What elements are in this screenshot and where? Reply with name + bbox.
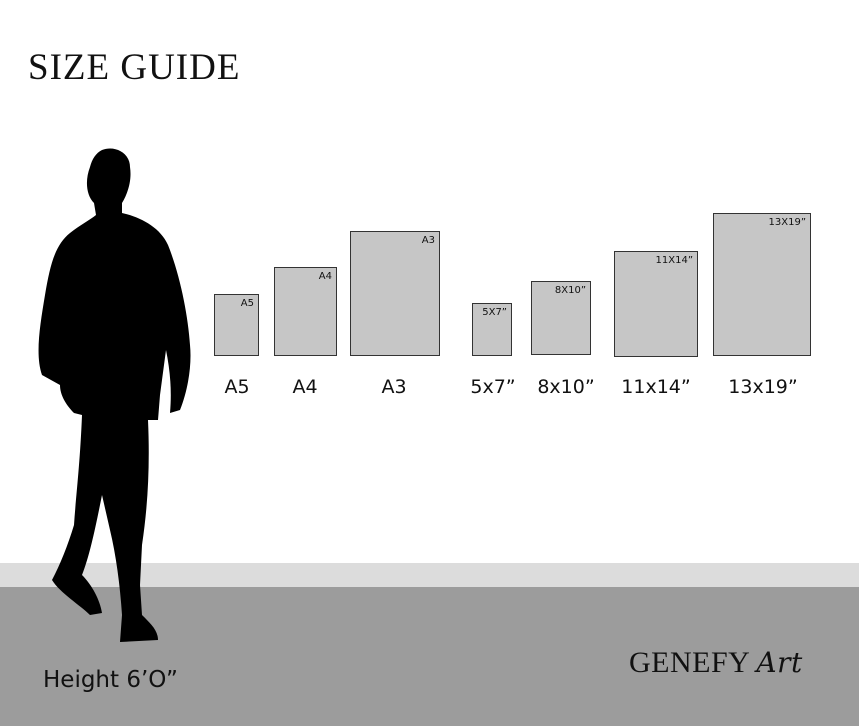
frame-tag: A5 (240, 298, 254, 309)
brand-name: GENEFY (629, 646, 751, 679)
frame-a3: A3 (350, 231, 440, 356)
size-label-a4: A4 (292, 376, 318, 398)
floor-band (0, 563, 859, 587)
brand-script: Art (756, 646, 803, 679)
frame-13x19: 13X19” (713, 213, 811, 356)
man-silhouette-icon (38, 148, 191, 642)
frame-tag: 5X7” (482, 307, 507, 318)
size-label-a5: A5 (224, 376, 250, 398)
frame-tag: A4 (318, 271, 332, 282)
brand-logo: GENEFY Art (629, 646, 803, 680)
size-label-13x19: 13x19” (728, 376, 798, 398)
size-label-a3: A3 (381, 376, 407, 398)
frame-tag: 8X10” (554, 285, 586, 296)
height-label: Height 6’O” (43, 667, 178, 693)
frame-5x7: 5X7” (472, 303, 512, 356)
frame-tag: A3 (421, 235, 435, 246)
frame-11x14: 11X14” (614, 251, 698, 357)
frame-a5: A5 (214, 294, 259, 356)
frame-8x10: 8X10” (531, 281, 591, 355)
page-title: SIZE GUIDE (28, 47, 241, 88)
size-label-5x7: 5x7” (470, 376, 516, 398)
frame-tag: 11X14” (655, 255, 693, 266)
frame-a4: A4 (274, 267, 337, 356)
size-label-11x14: 11x14” (621, 376, 691, 398)
floor (0, 587, 859, 726)
frame-tag: 13X19” (768, 217, 806, 228)
size-label-8x10: 8x10” (537, 376, 595, 398)
